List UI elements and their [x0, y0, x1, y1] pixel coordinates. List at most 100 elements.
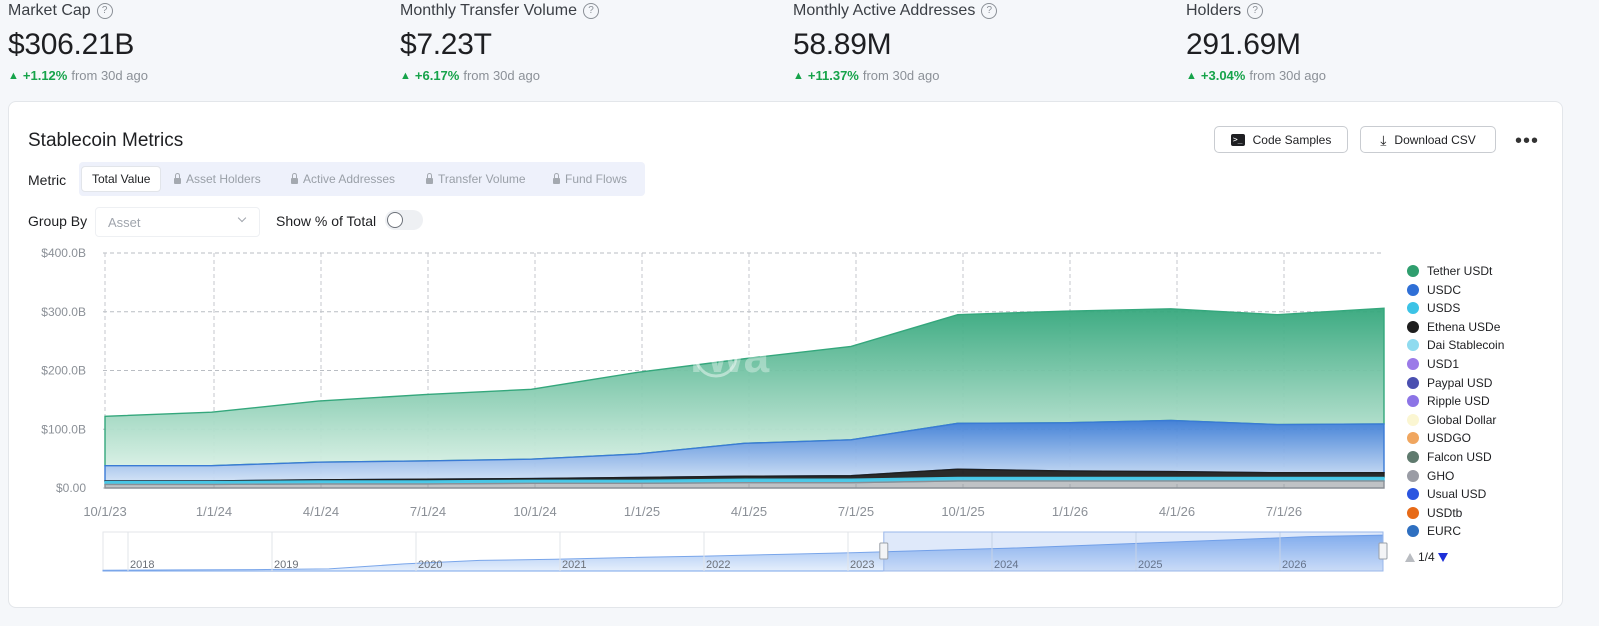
- y-tick-label: $300.0B: [41, 305, 86, 319]
- legend-label: Paypal USD: [1427, 375, 1493, 390]
- up-arrow-icon: ▲: [793, 69, 804, 82]
- legend-prev-icon[interactable]: [1405, 552, 1415, 562]
- navigator-right-handle: [1378, 542, 1388, 560]
- x-tick-label: 10/1/24: [513, 504, 556, 519]
- legend-swatch: [1407, 432, 1419, 445]
- lock-icon: [291, 172, 298, 184]
- kpi-title: Monthly Transfer Volume: [400, 2, 577, 19]
- code-samples-button[interactable]: >_ Code Samples: [1214, 126, 1348, 153]
- kpi-period: from 30d ago: [862, 68, 940, 83]
- legend-item[interactable]: USDC: [1407, 281, 1461, 299]
- x-tick-label: 10/1/25: [941, 504, 984, 519]
- navigator-tick-label: 2018: [130, 559, 154, 571]
- card-title: Stablecoin Metrics: [28, 130, 184, 151]
- area-series-other: [104, 480, 1385, 489]
- legend-item[interactable]: USDS: [1407, 299, 1460, 317]
- kpi-monthly-active-addresses: Monthly Active Addresses? 58.89M ▲ +11.37…: [785, 0, 1165, 96]
- legend-item[interactable]: EURC: [1407, 522, 1461, 540]
- legend-item[interactable]: Usual USD: [1407, 485, 1486, 503]
- toggle-knob: [387, 212, 403, 228]
- up-arrow-icon: ▲: [8, 69, 19, 82]
- navigator-tick-label: 2020: [418, 559, 442, 571]
- legend-swatch: [1407, 469, 1419, 482]
- kpi-title: Holders: [1186, 2, 1242, 19]
- tab-active-addresses[interactable]: Active Addresses: [291, 166, 395, 192]
- kpi-row: Market Cap? $306.21B ▲ +1.12% from 30d ago…: [0, 0, 1599, 100]
- y-tick-label: $200.0B: [41, 364, 86, 378]
- x-tick-label: 7/1/26: [1266, 504, 1302, 519]
- legend-item[interactable]: Dai Stablecoin: [1407, 336, 1504, 354]
- navigator-tick-label: 2022: [706, 559, 730, 571]
- help-icon[interactable]: ?: [582, 3, 599, 19]
- legend-swatch: [1407, 265, 1419, 277]
- legend-item[interactable]: Falcon USD: [1407, 448, 1492, 466]
- legend-swatch: [1407, 339, 1419, 352]
- kpi-period: from 30d ago: [1249, 68, 1326, 83]
- legend-item[interactable]: Paypal USD: [1407, 374, 1492, 392]
- tab-fund-flows[interactable]: Fund Flows: [553, 166, 627, 192]
- legend-item[interactable]: USDGO: [1407, 429, 1471, 447]
- legend-next-icon[interactable]: [1437, 552, 1448, 562]
- legend-item[interactable]: Ethena USDe: [1407, 318, 1500, 336]
- legend-label: Tether USDt: [1427, 264, 1493, 278]
- group-by-select[interactable]: Asset: [95, 207, 260, 237]
- legend-page: 1/4: [1418, 550, 1435, 564]
- legend-item[interactable]: Global Dollar: [1407, 411, 1496, 429]
- metric-tabs: Total Value Asset Holders Active Address…: [79, 162, 645, 196]
- x-tick-label: 4/1/26: [1159, 504, 1195, 519]
- download-icon: ⤓: [1380, 131, 1387, 148]
- legend-swatch: [1407, 376, 1419, 389]
- show-percent-toggle[interactable]: [385, 210, 423, 230]
- x-tick-label: 1/1/25: [624, 504, 660, 519]
- legend-item[interactable]: USDtb: [1407, 504, 1462, 522]
- download-csv-button[interactable]: ⤓ Download CSV: [1360, 126, 1496, 153]
- kpi-title: Monthly Active Addresses: [793, 2, 976, 19]
- y-tick-label: $400.0B: [41, 246, 86, 260]
- legend-label: Ripple USD: [1427, 394, 1490, 409]
- kpi-change: +6.17%: [414, 68, 460, 83]
- code-samples-label: Code Samples: [1252, 132, 1332, 147]
- tab-label: Asset Holders: [186, 172, 261, 186]
- stablecoin-metrics-card: Stablecoin Metrics >_ Code Samples ⤓ Dow…: [8, 101, 1563, 608]
- show-percent-label: Show % of Total: [276, 213, 377, 229]
- legend-swatch: [1407, 358, 1419, 370]
- navigator-tick-label: 2023: [850, 559, 874, 571]
- x-tick-label: 1/1/24: [196, 504, 232, 519]
- legend-item[interactable]: Tether USDt: [1407, 262, 1492, 280]
- kpi-holders: Holders? 291.69M ▲ +3.04% from 30d ago: [1178, 0, 1558, 96]
- tab-transfer-volume[interactable]: Transfer Volume: [426, 166, 526, 192]
- y-tick-label: $0.00: [56, 481, 86, 495]
- help-icon[interactable]: ?: [1247, 3, 1264, 19]
- legend-swatch: [1407, 525, 1419, 538]
- legend-label: USDC: [1427, 282, 1462, 297]
- terminal-icon: >_: [1230, 133, 1245, 146]
- legend-item[interactable]: Ripple USD: [1407, 392, 1490, 410]
- watermark-text: rwa: [690, 330, 770, 382]
- navigator-window: [883, 531, 1384, 572]
- legend-label: EURC: [1427, 524, 1462, 539]
- x-tick-label: 4/1/25: [731, 504, 767, 519]
- legend-swatch: [1407, 413, 1419, 426]
- help-icon[interactable]: ?: [981, 3, 998, 19]
- lock-icon: [553, 172, 560, 184]
- kpi-change: +3.04%: [1200, 68, 1246, 83]
- tab-label: Total Value: [92, 172, 151, 186]
- kpi-market-cap: Market Cap? $306.21B ▲ +1.12% from 30d ago: [0, 0, 380, 96]
- navigator-area: [102, 534, 1384, 572]
- legend-swatch: [1407, 395, 1419, 408]
- more-options-icon[interactable]: •••: [1515, 130, 1540, 152]
- download-csv-label: Download CSV: [1394, 132, 1476, 147]
- legend-swatch: [1407, 302, 1419, 315]
- help-icon[interactable]: ?: [96, 3, 113, 19]
- up-arrow-icon: ▲: [400, 69, 411, 82]
- legend-label: Ethena USDe: [1427, 319, 1501, 334]
- group-by-value: Asset: [108, 215, 141, 230]
- legend-item[interactable]: USD1: [1407, 355, 1459, 373]
- tab-total-value[interactable]: Total Value: [81, 166, 162, 192]
- legend-item[interactable]: GHO: [1407, 467, 1454, 485]
- tab-asset-holders[interactable]: Asset Holders: [174, 166, 261, 192]
- lock-icon: [426, 172, 433, 184]
- x-tick-label: 1/1/26: [1052, 504, 1088, 519]
- metric-label: Metric: [28, 172, 67, 188]
- kpi-change: +1.12%: [22, 68, 68, 83]
